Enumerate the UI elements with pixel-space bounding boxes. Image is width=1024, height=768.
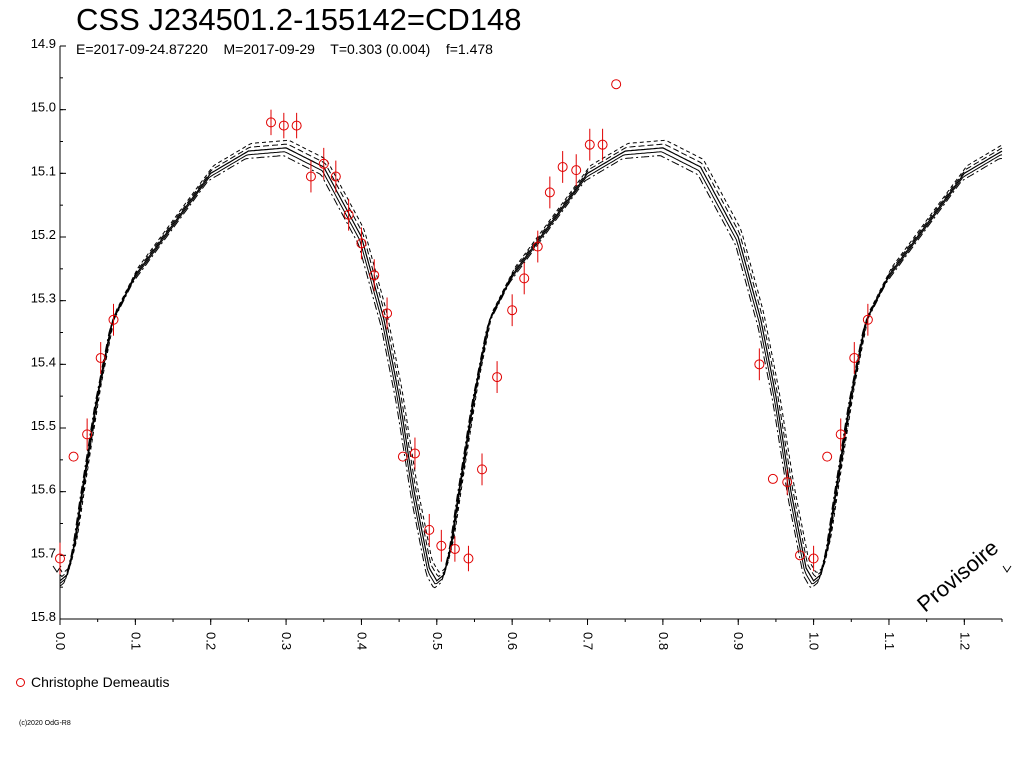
watermark-text: Provisoire (912, 535, 1003, 617)
data-point (343, 209, 354, 220)
x-tick-label: 0.1 (128, 632, 143, 650)
data-point (82, 429, 93, 440)
y-tick-label: 15.2 (31, 227, 56, 242)
data-point (519, 273, 530, 284)
model-curve-line (59, 151, 1003, 585)
x-tick-label: 1.1 (882, 632, 897, 650)
data-point (611, 79, 622, 90)
model-curve-line (59, 147, 1003, 582)
data-point (835, 429, 846, 440)
model-curve-line (59, 139, 1003, 573)
data-point (477, 464, 488, 475)
y-tick-label: 15.3 (31, 291, 56, 306)
data-point (305, 171, 316, 182)
y-tick-label: 15.1 (31, 163, 56, 178)
x-tick-label: 0.2 (204, 632, 219, 650)
data-point (795, 550, 806, 561)
x-tick-label: 1.2 (957, 632, 972, 650)
x-tick-label: 0.4 (354, 632, 369, 650)
y-tick-label: 15.8 (31, 609, 56, 624)
x-tick-label: 0.5 (430, 632, 445, 650)
data-point (278, 120, 289, 131)
x-tick-label: 0.9 (731, 632, 746, 650)
model-curves (59, 139, 1003, 589)
data-point (849, 352, 860, 363)
y-tick-label: 15.6 (31, 482, 56, 497)
data-point (492, 372, 503, 383)
y-tick-label: 15.0 (31, 100, 56, 115)
data-point (409, 448, 420, 459)
data-point (808, 553, 819, 564)
data-point (318, 158, 329, 169)
data-point (463, 553, 474, 564)
data-point (449, 543, 460, 554)
legend: Christophe Demeautis (16, 674, 170, 690)
data-point (767, 473, 778, 484)
x-tick-label: 0.0 (53, 632, 68, 650)
x-tick-label: 1.0 (807, 632, 822, 650)
right-arrow-icon (1002, 565, 1012, 573)
legend-label: Christophe Demeautis (31, 674, 170, 690)
data-point (369, 270, 380, 281)
chart-title: CSS J234501.2-155142=CD148 (76, 2, 522, 37)
x-tick-label: 0.3 (279, 632, 294, 650)
data-point (95, 352, 106, 363)
data-point (68, 451, 79, 462)
observation-points (55, 79, 873, 575)
chart-subtitle: E=2017-09-24.87220 M=2017-09-29 T=0.303 … (76, 41, 493, 57)
data-point (782, 477, 793, 488)
data-point (754, 359, 765, 370)
model-curve-line (59, 155, 1003, 589)
data-point (507, 305, 518, 316)
axes: 14.9 15.0 15.1 15.2 15.3 15.4 15.5 15.6 15.7 15.8… (31, 36, 1012, 650)
data-point (862, 314, 873, 325)
data-point (557, 161, 568, 172)
data-point (584, 139, 595, 150)
data-point (436, 540, 447, 551)
legend-marker-icon (16, 677, 25, 687)
copyright-text: (c)2020 OdG-R8 (19, 720, 71, 727)
data-point (532, 241, 543, 252)
data-point (822, 451, 833, 462)
y-tick-label: 15.4 (31, 354, 56, 369)
y-tick-label: 14.9 (31, 36, 56, 51)
data-point (382, 308, 393, 319)
data-point (597, 139, 608, 150)
y-tick-label: 15.5 (31, 418, 56, 433)
x-tick-label: 0.8 (656, 632, 671, 650)
data-point (571, 165, 582, 176)
model-curve-line (59, 143, 1003, 578)
data-point (108, 314, 119, 325)
x-tick-label: 0.6 (505, 632, 520, 650)
data-point (397, 451, 408, 462)
data-point (291, 120, 302, 131)
y-tick-label: 15.7 (31, 545, 56, 560)
data-point (55, 553, 65, 564)
data-point (356, 238, 367, 249)
data-point (424, 524, 435, 535)
x-tick-label: 0.7 (581, 632, 596, 650)
data-point (330, 171, 341, 182)
data-point (266, 117, 277, 128)
data-point (544, 187, 555, 198)
